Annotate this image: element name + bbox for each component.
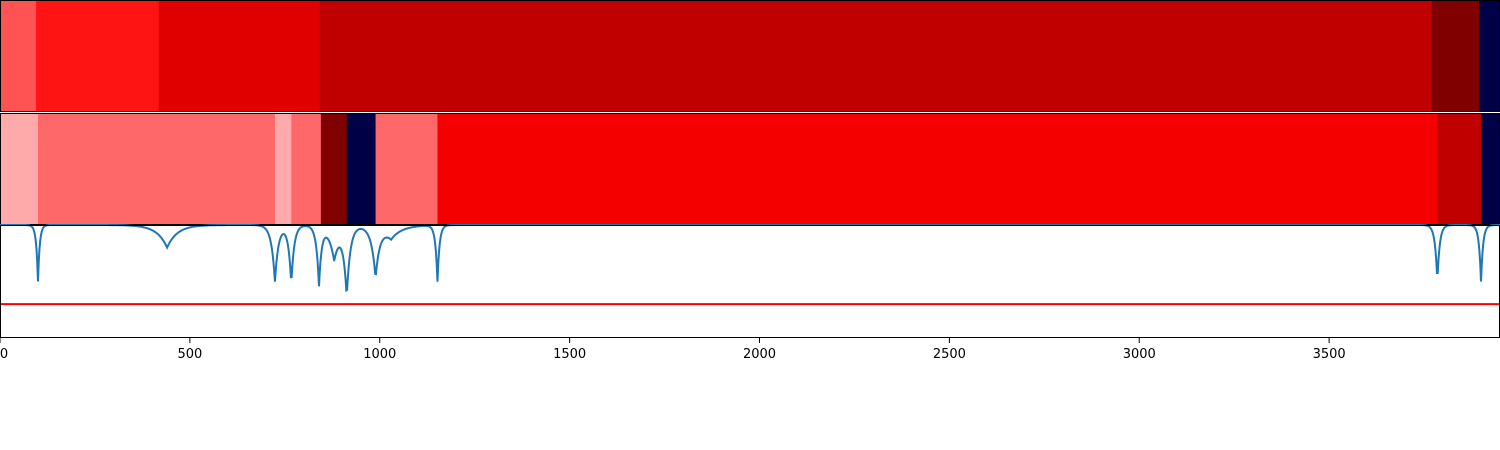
x-axis: 0 500 1000 1500 2000 2500 3000 3500: [0, 338, 1346, 362]
heatmap-segment: [158, 0, 321, 112]
x-tick-label: 3500: [1313, 347, 1346, 362]
signal-background: [0, 225, 1500, 338]
heatmap-segment: [320, 113, 348, 225]
x-tick-label: 3000: [1123, 347, 1156, 362]
heatmap-segment: [274, 113, 292, 225]
lower-heatmap-band: [0, 113, 1500, 225]
heatmap-segment: [1431, 0, 1480, 112]
heatmap-segment: [1481, 113, 1500, 225]
x-tick-label: 0: [0, 347, 8, 362]
x-tick-label: 2000: [743, 347, 776, 362]
heatmap-segment: [1479, 0, 1500, 112]
signal-plot: [0, 224, 1500, 338]
x-tick-label: 500: [177, 347, 202, 362]
x-tick-label: 2500: [933, 347, 966, 362]
heatmap-segment: [291, 113, 322, 225]
heatmap-segment: [437, 113, 1438, 225]
heatmap-segment: [319, 0, 1433, 112]
heatmap-segment: [1437, 113, 1482, 225]
heatmap-segment: [346, 113, 377, 225]
heatmap-segment: [0, 0, 37, 112]
upper-heatmap-band: [0, 0, 1500, 112]
heatmap-segment: [0, 113, 39, 225]
heatmap-segment: [37, 113, 276, 225]
heatmap-segment: [36, 0, 160, 112]
x-tick-label: 1500: [553, 347, 586, 362]
x-tick-label: 1000: [363, 347, 396, 362]
heatmap-segment: [375, 113, 438, 225]
